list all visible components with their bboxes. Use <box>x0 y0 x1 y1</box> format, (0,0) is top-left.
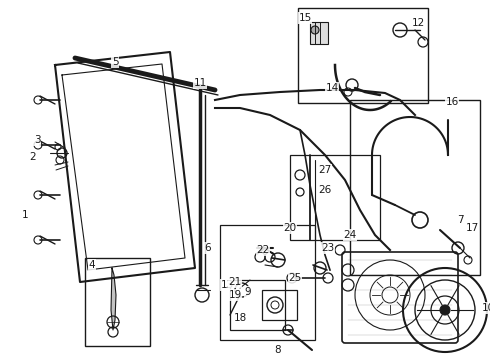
Text: 26: 26 <box>318 185 332 195</box>
Bar <box>298 8 428 103</box>
Bar <box>220 225 315 340</box>
Bar <box>262 290 297 320</box>
Text: 13: 13 <box>220 280 234 290</box>
Text: 23: 23 <box>321 243 335 253</box>
Text: 3: 3 <box>34 135 40 145</box>
Bar <box>85 258 150 346</box>
Text: 5: 5 <box>112 57 118 67</box>
Circle shape <box>440 305 450 315</box>
Text: 14: 14 <box>325 83 339 93</box>
Text: 22: 22 <box>256 245 270 255</box>
Bar <box>310 22 328 44</box>
Bar <box>290 155 380 240</box>
Polygon shape <box>111 268 116 330</box>
Bar <box>350 100 480 275</box>
Text: 15: 15 <box>298 13 312 23</box>
Text: 18: 18 <box>233 313 246 323</box>
Text: 27: 27 <box>318 165 332 175</box>
Text: 17: 17 <box>466 223 479 233</box>
Text: 7: 7 <box>457 215 464 225</box>
Text: 4: 4 <box>89 260 96 270</box>
Text: 8: 8 <box>275 345 281 355</box>
Text: 21: 21 <box>228 277 242 287</box>
Text: 2: 2 <box>30 152 36 162</box>
Text: 12: 12 <box>412 18 425 28</box>
Text: 10: 10 <box>482 303 490 313</box>
Text: 20: 20 <box>283 223 296 233</box>
Text: 16: 16 <box>445 97 459 107</box>
Text: 1: 1 <box>22 210 28 220</box>
Circle shape <box>311 26 319 34</box>
Text: 19: 19 <box>228 290 242 300</box>
Text: 11: 11 <box>194 78 207 88</box>
Text: 24: 24 <box>343 230 357 240</box>
Text: 9: 9 <box>245 287 251 297</box>
Text: 25: 25 <box>289 273 302 283</box>
Text: 6: 6 <box>205 243 211 253</box>
Bar <box>230 280 285 330</box>
